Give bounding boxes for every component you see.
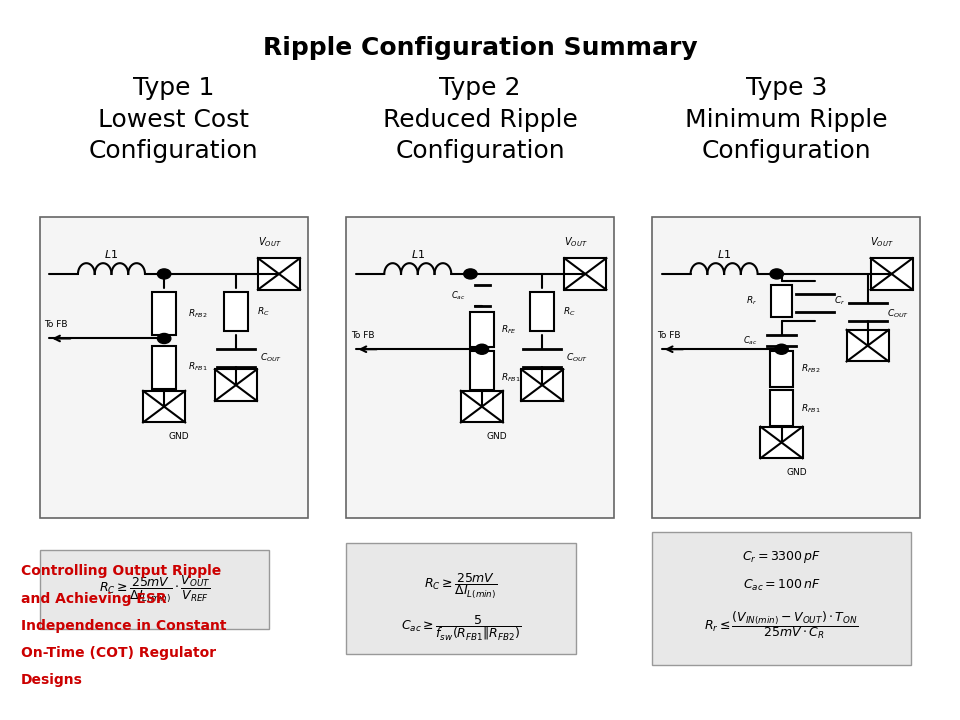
Text: $C_{ac}$: $C_{ac}$ bbox=[743, 334, 757, 347]
Text: $L1$: $L1$ bbox=[411, 248, 425, 260]
Bar bbox=[564, 258, 607, 289]
Bar bbox=[461, 391, 503, 423]
Text: $R_C$: $R_C$ bbox=[257, 305, 270, 318]
Text: Type 1
Lowest Cost
Configuration: Type 1 Lowest Cost Configuration bbox=[89, 76, 258, 163]
Text: $C_r = 3300\,pF$: $C_r = 3300\,pF$ bbox=[742, 549, 821, 565]
FancyBboxPatch shape bbox=[652, 532, 911, 665]
Text: $R_{FB1}$: $R_{FB1}$ bbox=[188, 361, 207, 374]
Text: To FB: To FB bbox=[44, 320, 68, 329]
FancyBboxPatch shape bbox=[346, 217, 614, 518]
Circle shape bbox=[775, 344, 788, 354]
Text: On-Time (COT) Regulator: On-Time (COT) Regulator bbox=[20, 646, 216, 660]
Text: $R_C$: $R_C$ bbox=[564, 305, 576, 318]
Bar bbox=[871, 258, 913, 289]
Bar bbox=[770, 390, 794, 426]
Text: $C_{OUT}$: $C_{OUT}$ bbox=[566, 351, 588, 364]
Bar bbox=[224, 292, 248, 331]
Text: $L1$: $L1$ bbox=[717, 248, 732, 260]
Text: To FB: To FB bbox=[657, 331, 681, 340]
Bar bbox=[770, 351, 794, 387]
Text: $R_{FB1}$: $R_{FB1}$ bbox=[501, 372, 520, 384]
FancyBboxPatch shape bbox=[39, 217, 308, 518]
Text: $R_C \geq \dfrac{25mV}{\Delta I_{L(min)}}$: $R_C \geq \dfrac{25mV}{\Delta I_{L(min)}… bbox=[424, 571, 497, 600]
Text: $R_C \geq \dfrac{25mV}{\Delta I_{L(min)}} \cdot \dfrac{V_{OUT}}{V_{REF}}$: $R_C \geq \dfrac{25mV}{\Delta I_{L(min)}… bbox=[99, 574, 210, 606]
Text: $R_{FB2}$: $R_{FB2}$ bbox=[801, 363, 820, 375]
FancyBboxPatch shape bbox=[39, 550, 270, 629]
Text: $V_{OUT}$: $V_{OUT}$ bbox=[564, 235, 588, 249]
Bar bbox=[215, 369, 257, 401]
Circle shape bbox=[464, 269, 477, 279]
FancyBboxPatch shape bbox=[346, 543, 576, 654]
Text: GND: GND bbox=[169, 432, 189, 441]
Bar bbox=[143, 391, 185, 423]
Text: $R_r$: $R_r$ bbox=[746, 294, 757, 307]
Text: To FB: To FB bbox=[350, 331, 374, 340]
Bar bbox=[470, 312, 493, 348]
Text: Controlling Output Ripple: Controlling Output Ripple bbox=[20, 564, 221, 578]
Text: GND: GND bbox=[786, 467, 807, 477]
FancyBboxPatch shape bbox=[652, 217, 921, 518]
Bar bbox=[152, 346, 176, 389]
Bar bbox=[152, 292, 176, 335]
Bar bbox=[521, 369, 564, 401]
Text: $C_r$: $C_r$ bbox=[834, 294, 846, 307]
Text: $C_{OUT}$: $C_{OUT}$ bbox=[260, 351, 282, 364]
Text: GND: GND bbox=[487, 432, 507, 441]
Text: $R_r \leq \dfrac{(V_{IN(min)} - V_{OUT}) \cdot T_{ON}}{25mV \cdot C_R}$: $R_r \leq \dfrac{(V_{IN(min)} - V_{OUT})… bbox=[705, 609, 858, 642]
Text: $C_{OUT}$: $C_{OUT}$ bbox=[887, 307, 909, 320]
Bar bbox=[847, 330, 889, 361]
Text: $C_{ac} = 100\,nF$: $C_{ac} = 100\,nF$ bbox=[743, 578, 821, 593]
Text: Type 3
Minimum Ripple
Configuration: Type 3 Minimum Ripple Configuration bbox=[685, 76, 888, 163]
Text: Type 2
Reduced Ripple
Configuration: Type 2 Reduced Ripple Configuration bbox=[383, 76, 577, 163]
Text: $L1$: $L1$ bbox=[105, 248, 118, 260]
Bar bbox=[530, 292, 554, 331]
Text: $C_{ac}$: $C_{ac}$ bbox=[451, 289, 466, 302]
Bar bbox=[771, 284, 792, 317]
Text: Independence in Constant: Independence in Constant bbox=[20, 619, 226, 633]
Bar bbox=[258, 258, 300, 289]
Text: and Achieving ESR: and Achieving ESR bbox=[20, 592, 166, 606]
Text: $C_{ac} \geq \dfrac{5}{f_{sw}(R_{FB1} \| R_{FB2})}$: $C_{ac} \geq \dfrac{5}{f_{sw}(R_{FB1} \|… bbox=[400, 613, 521, 642]
Bar bbox=[760, 427, 803, 458]
Text: Ripple Configuration Summary: Ripple Configuration Summary bbox=[263, 36, 697, 60]
Text: $V_{OUT}$: $V_{OUT}$ bbox=[257, 235, 281, 249]
Circle shape bbox=[770, 269, 783, 279]
Circle shape bbox=[157, 269, 171, 279]
Text: Designs: Designs bbox=[20, 673, 83, 688]
Text: $R_{FB2}$: $R_{FB2}$ bbox=[188, 307, 207, 320]
Text: $R_{FB1}$: $R_{FB1}$ bbox=[801, 402, 821, 415]
Bar bbox=[470, 351, 493, 390]
Text: $R_{FE}$: $R_{FE}$ bbox=[501, 323, 516, 336]
Text: $V_{OUT}$: $V_{OUT}$ bbox=[870, 235, 894, 249]
Circle shape bbox=[475, 344, 489, 354]
Circle shape bbox=[157, 333, 171, 343]
